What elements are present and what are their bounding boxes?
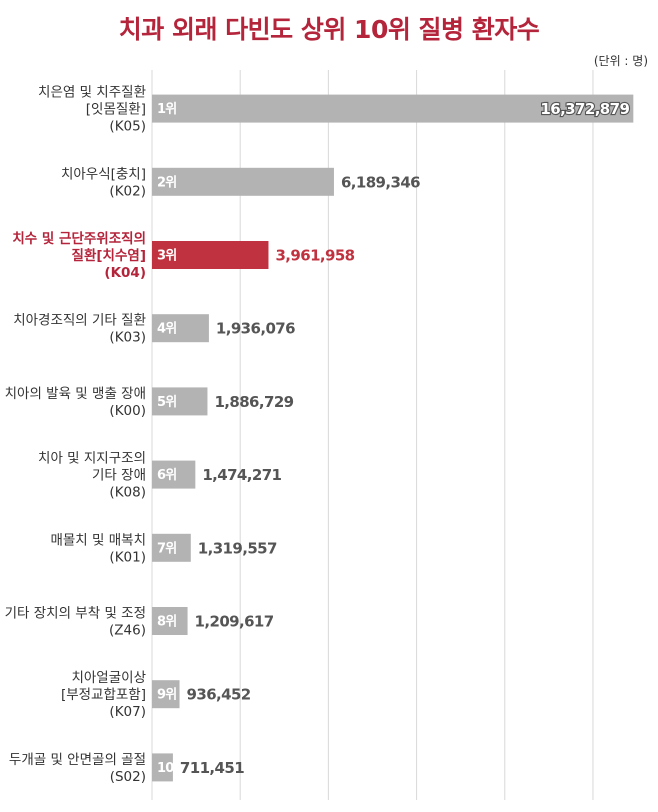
rank-label: 10위	[157, 761, 185, 776]
category-label: [잇몸질환]	[86, 102, 146, 118]
bar	[152, 607, 188, 635]
rank-label: 6위	[157, 468, 176, 483]
category-label: (K04)	[104, 265, 146, 281]
category-label: 치수 및 근단주위조직의	[12, 230, 146, 247]
value-label: 1,319,557	[198, 539, 277, 557]
bar	[152, 241, 269, 269]
bar	[152, 460, 196, 489]
value-label: 16,372,879	[540, 100, 629, 118]
bar	[152, 314, 209, 343]
value-label: 3,961,958	[275, 247, 354, 265]
category-label: (K08)	[109, 485, 146, 501]
bar	[152, 94, 634, 123]
rank-label: 2위	[157, 175, 176, 190]
category-label: 두개골 및 안면골의 골절	[9, 752, 146, 768]
value-label: 6,189,346	[341, 173, 420, 191]
bar	[152, 167, 334, 196]
category-label: [부정교합포함]	[61, 687, 146, 703]
category-label: 치아우식[충치]	[61, 166, 146, 182]
value-label: 1,209,617	[195, 613, 274, 631]
category-label: (K01)	[109, 549, 146, 565]
bar	[152, 753, 173, 782]
value-label: 1,936,076	[216, 320, 295, 338]
category-label: (K05)	[109, 119, 146, 135]
category-label: 질환[치수염]	[72, 247, 146, 264]
category-label: 치은염 및 치주질환	[38, 85, 146, 101]
category-label: 치아의 발육 및 맹출 장애	[5, 386, 146, 402]
category-label: 치아얼굴이상	[71, 670, 146, 686]
rank-label: 4위	[157, 322, 176, 337]
bar	[152, 680, 180, 709]
category-label: (Z46)	[109, 623, 146, 639]
rank-label: 3위	[157, 249, 176, 264]
category-label: 치아 및 지지구조의	[38, 451, 146, 467]
category-label: 기타 장애	[92, 468, 146, 484]
category-label: (S02)	[110, 769, 146, 785]
value-label: 1,886,729	[214, 393, 293, 411]
rank-label: 7위	[157, 541, 176, 556]
category-label: (K07)	[109, 704, 146, 720]
value-label: 711,451	[180, 759, 244, 777]
chart-title: 치과 외래 다빈도 상위 10위 질병 환자수	[118, 15, 540, 44]
rank-label: 1위	[157, 102, 176, 117]
rank-label: 9위	[157, 688, 176, 703]
bar	[152, 533, 191, 562]
category-label: 매몰치 및 매복치	[50, 532, 146, 548]
value-label: 1,474,271	[202, 466, 281, 484]
value-label: 936,452	[187, 686, 251, 704]
category-label: (K02)	[109, 183, 146, 199]
category-label: (K03)	[109, 330, 146, 346]
rank-label: 8위	[157, 615, 176, 630]
category-label: 치아경조직의 기타 질환	[13, 313, 146, 329]
unit-label: (단위 : 명)	[593, 54, 648, 68]
bar	[152, 387, 208, 416]
category-label: 기타 장치의 부착 및 조정	[5, 606, 146, 622]
rank-label: 5위	[157, 395, 176, 410]
category-label: (K00)	[109, 403, 146, 419]
